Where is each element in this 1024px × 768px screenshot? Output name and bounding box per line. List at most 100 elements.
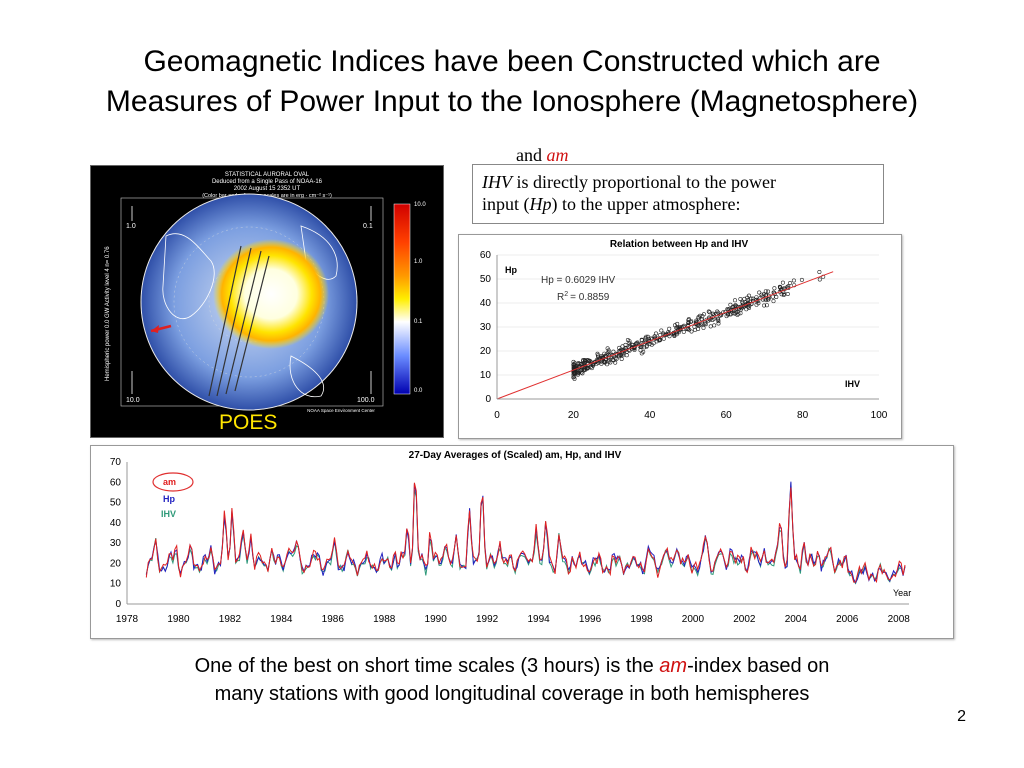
timeseries-xtick-label: 1998 (630, 614, 653, 625)
scatter-point (712, 323, 717, 328)
am-legend-highlight (152, 472, 194, 492)
scatter-point (608, 360, 613, 365)
scatter-point (771, 299, 776, 304)
scatter-point (607, 358, 612, 363)
scatter-point (750, 296, 755, 301)
timeseries-ytick-label: 60 (110, 477, 122, 488)
map-side-label: Hemispheric power 0.0 GW Activity level … (105, 246, 111, 381)
scatter-point (681, 329, 686, 334)
scatter-point (727, 312, 732, 317)
color-bar (393, 203, 411, 395)
scatter-point (581, 359, 586, 364)
and-text: and (516, 145, 542, 165)
cbar-tick-4: 0.0 (414, 388, 423, 394)
scatter-point (733, 303, 738, 308)
scatter-point (581, 366, 586, 371)
scatter-point (728, 302, 733, 307)
scatter-point (603, 353, 608, 358)
timeseries-xtick-label: 1992 (476, 614, 499, 625)
scatter-ylabel: Hp (505, 265, 517, 275)
scatter-point (693, 327, 698, 332)
timeseries-ytick-label: 20 (110, 558, 122, 569)
scatter-point (715, 309, 720, 314)
scatter-point (735, 312, 740, 317)
scatter-point (638, 348, 643, 353)
timeseries-xtick-label: 2006 (836, 614, 859, 625)
scatter-point (774, 294, 779, 299)
timeseries-xtick-label: 2004 (785, 614, 808, 625)
scatter-point (817, 277, 822, 282)
scatter-point (772, 286, 777, 291)
timeseries-xtick-label: 1986 (322, 614, 345, 625)
scatter-point (616, 354, 621, 359)
timeseries-ytick-label: 0 (115, 599, 121, 610)
caption-am: am (659, 655, 688, 677)
ihv-line2-b: ) to the upper atmosphere: (551, 194, 741, 214)
scatter-ytick-label: 50 (480, 274, 492, 285)
scatter-point (587, 358, 592, 363)
scatter-xtick-label: 20 (568, 410, 580, 421)
timeseries-ytick-label: 70 (110, 457, 122, 468)
timeseries-ytick-label: 10 (110, 579, 122, 590)
map-header-3: 2002 August 15 2352 UT (234, 186, 301, 192)
scatter-chart: Relation between Hp and IHV 0 20 40 60 80 100… (480, 239, 888, 421)
map-header-2: Deduced from a Single Pass of NOAA-16 (212, 179, 323, 185)
timeseries-xtick-label: 1996 (579, 614, 602, 625)
scatter-point (765, 289, 770, 294)
timeseries-xlabel: Year (893, 588, 911, 598)
legend-am: am (163, 477, 176, 487)
poes-label: POES (219, 411, 278, 434)
ihv-definition-box: IHV is directly proportional to the powe… (472, 164, 884, 224)
scatter-point (672, 333, 677, 338)
scatter-point (594, 361, 599, 366)
legend-ihv: IHV (161, 509, 176, 519)
scatter-point (578, 368, 583, 373)
scatter-point (731, 304, 736, 309)
scatter-ytick-label: 0 (485, 394, 491, 405)
timeseries-xtick-label: 1990 (425, 614, 448, 625)
scatter-point (701, 325, 706, 330)
and-am-label: and am (516, 145, 569, 166)
scatter-point (716, 321, 721, 326)
ihv-term: IHV (482, 172, 512, 192)
scatter-point (777, 289, 782, 294)
scatter-point (572, 374, 577, 379)
scatter-point (686, 317, 691, 322)
scatter-point (686, 320, 691, 325)
scatter-point (575, 371, 580, 376)
scatter-point (791, 278, 796, 283)
scatter-point (648, 336, 653, 341)
timeseries-panel: 27-Day Averages of (Scaled) am, Hp, and … (90, 445, 954, 639)
scatter-title: Relation between Hp and IHV (610, 239, 749, 250)
scatter-ytick-label: 10 (480, 370, 492, 381)
cbar-tick-2: 1.0 (414, 259, 423, 265)
series-line-am (145, 482, 906, 584)
scatter-point (610, 357, 615, 362)
scatter-xtick-label: 40 (644, 410, 656, 421)
timeseries-xtick-label: 1994 (527, 614, 550, 625)
scatter-ytick-label: 20 (480, 346, 492, 357)
corner-label-tl: 1.0 (126, 223, 136, 230)
scatter-point (678, 327, 683, 332)
scatter-point (571, 371, 576, 376)
scatter-point (689, 319, 694, 324)
scatter-point (754, 295, 759, 300)
scatter-point (585, 358, 590, 363)
scatter-point (627, 341, 632, 346)
caption-line-2: many stations with good longitudinal cov… (214, 683, 810, 705)
map-footer: NOAA Space Environment Center (307, 408, 375, 413)
scatter-point (645, 334, 650, 339)
corner-label-tr: 0.1 (363, 223, 373, 230)
timeseries-title: 27-Day Averages of (Scaled) am, Hp, and … (409, 450, 622, 461)
satellite-track (208, 245, 270, 397)
scatter-point (595, 351, 600, 356)
auroral-oval-image: STATISTICAL AURORAL OVAL Deduced from a … (90, 165, 444, 438)
scatter-panel: Relation between Hp and IHV 0 20 40 60 80 100… (458, 234, 902, 439)
scatter-point (757, 290, 762, 295)
scatter-point (644, 334, 649, 339)
auroral-oval (213, 239, 329, 349)
scatter-xtick-label: 100 (871, 410, 888, 421)
scatter-point (659, 328, 664, 333)
scatter-point (716, 319, 721, 324)
scatter-point (702, 322, 707, 327)
